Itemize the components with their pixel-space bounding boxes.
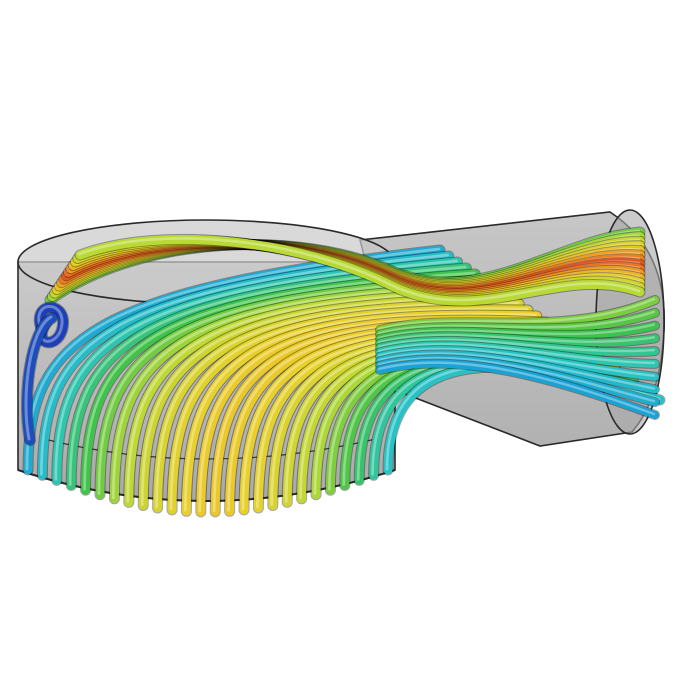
streamline-duct bbox=[376, 341, 659, 368]
streamline-riser bbox=[124, 287, 507, 507]
streamline-riser-highlight bbox=[97, 277, 485, 496]
streamline-duct bbox=[376, 296, 659, 334]
streamline-duct-highlight bbox=[377, 310, 656, 335]
streamline-duct-highlight bbox=[377, 334, 656, 344]
streamline-riser-highlight bbox=[68, 265, 467, 486]
streamline-duct-highlight bbox=[377, 297, 656, 331]
streamline-duct bbox=[376, 345, 659, 381]
streamline-riser-highlight bbox=[140, 295, 511, 506]
streamline-duct bbox=[376, 332, 659, 348]
streamline-riser bbox=[81, 269, 480, 495]
streamline-riser-highlight bbox=[169, 307, 529, 511]
streamline-riser bbox=[181, 310, 542, 516]
streamline-riser-highlight bbox=[54, 259, 458, 481]
streamline-duct bbox=[376, 355, 659, 407]
streamline-duct bbox=[376, 336, 659, 357]
streamline-riser bbox=[52, 257, 463, 485]
streamline-duct bbox=[376, 359, 659, 419]
streamline-riser-highlight bbox=[184, 312, 538, 512]
streamline-duct bbox=[376, 321, 659, 343]
streamline-duct bbox=[376, 350, 659, 394]
streamline-duct bbox=[376, 308, 659, 339]
streamline-arc-highlight bbox=[77, 237, 641, 302]
streamline-duct-highlight bbox=[377, 323, 656, 340]
streamline-vortex bbox=[21, 313, 57, 445]
streamline-duct-highlight bbox=[377, 356, 656, 403]
streamline-riser-highlight bbox=[126, 289, 502, 503]
streamline-duct-highlight bbox=[377, 352, 656, 390]
streamline-riser bbox=[153, 299, 524, 513]
streamline-riser bbox=[66, 263, 471, 490]
streamline-riser-highlight bbox=[155, 301, 520, 509]
streamline-riser-highlight bbox=[83, 271, 476, 491]
streamline-duct-highlight bbox=[377, 347, 656, 377]
streamline-riser bbox=[138, 293, 515, 510]
streamline-duct-highlight bbox=[377, 338, 656, 353]
streamline-duct-highlight bbox=[377, 361, 656, 416]
streamline-riser bbox=[109, 281, 498, 504]
streamline-duct-highlight bbox=[377, 343, 656, 365]
streamlines bbox=[20, 226, 666, 518]
streamline-arc bbox=[75, 234, 645, 306]
streamline-riser-highlight bbox=[40, 253, 450, 476]
streamline-riser bbox=[95, 275, 489, 500]
streamline-riser bbox=[167, 305, 533, 515]
streamline-riser-highlight bbox=[112, 283, 494, 500]
streamline-riser bbox=[37, 251, 454, 480]
streamline-vortex-highlight bbox=[24, 315, 53, 441]
